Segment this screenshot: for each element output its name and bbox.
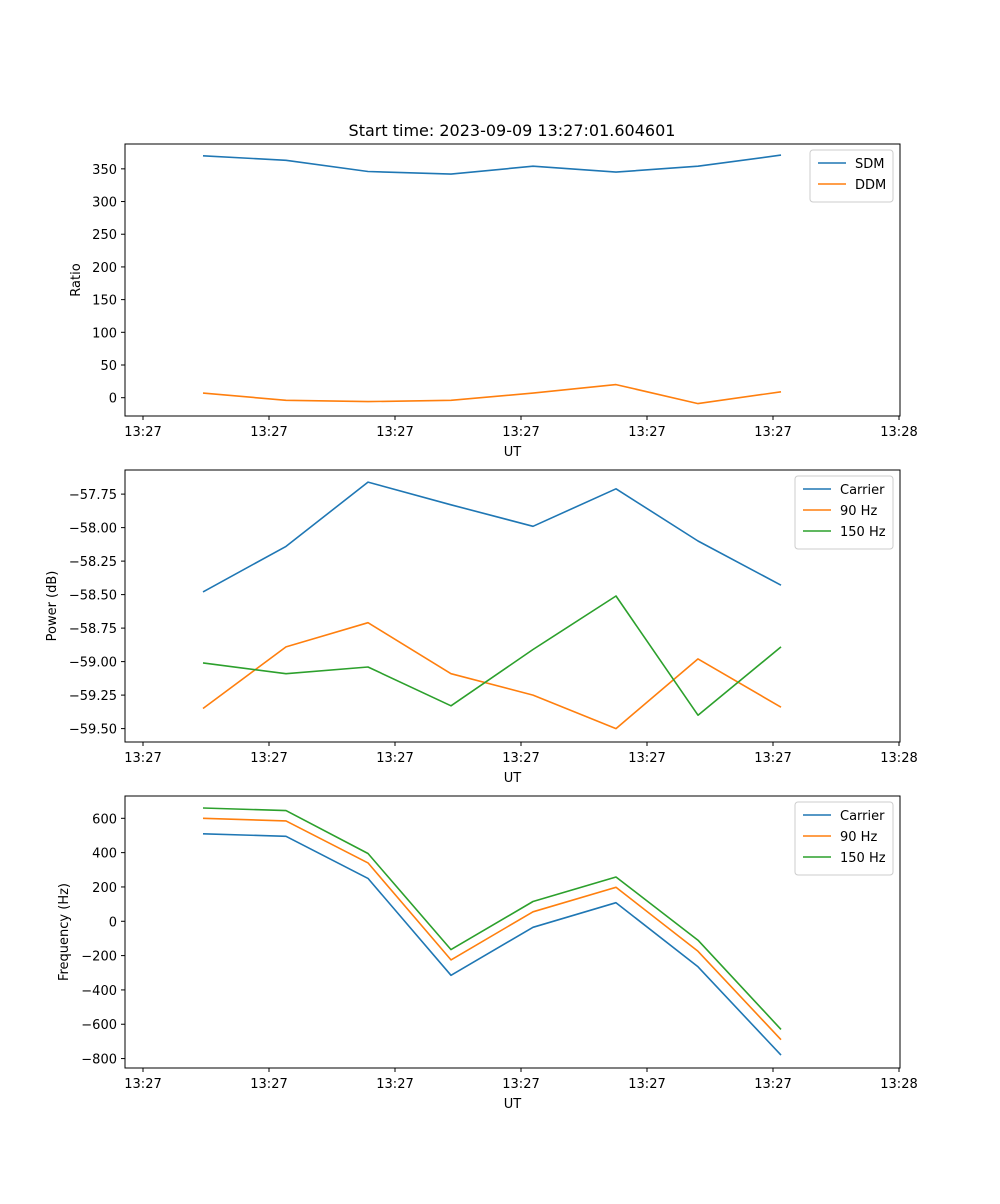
y-tick-label: 200 bbox=[92, 881, 117, 896]
y-tick-label: 400 bbox=[92, 847, 117, 862]
x-tick-label: 13:28 bbox=[880, 1077, 917, 1092]
y-tick-label: 250 bbox=[92, 228, 117, 243]
y-tick-label: −58.75 bbox=[69, 622, 117, 637]
x-tick-label: 13:27 bbox=[502, 751, 539, 766]
x-tick-label: 13:27 bbox=[376, 751, 413, 766]
series-line-carrier bbox=[202, 833, 782, 1056]
y-axis-label: Frequency (Hz) bbox=[57, 883, 72, 981]
legend-label: SDM bbox=[855, 157, 884, 172]
y-tick-label: 0 bbox=[109, 392, 117, 407]
x-tick-label: 13:27 bbox=[628, 1077, 665, 1092]
y-tick-label: 350 bbox=[92, 163, 117, 178]
panel-2: −59.50 −59.25 −59.00 −58.75 −58.50 −58.25 −58.… bbox=[45, 469, 918, 786]
x-tick-label: 13:27 bbox=[124, 425, 161, 440]
y-tick-label: −59.00 bbox=[69, 656, 117, 671]
x-tick-label: 13:28 bbox=[880, 751, 917, 766]
y-tick-label: −57.75 bbox=[69, 488, 117, 503]
x-tick-label: 13:28 bbox=[880, 425, 917, 440]
legend-label: DDM bbox=[855, 178, 886, 193]
y-tick-label: −58.00 bbox=[69, 522, 117, 537]
y-tick-label: −200 bbox=[81, 950, 117, 965]
y-tick-label: −800 bbox=[81, 1053, 117, 1068]
x-tick-label: 13:27 bbox=[124, 751, 161, 766]
y-tick-label: 0 bbox=[109, 915, 117, 930]
panel-3: −800 −600 −400 −200 0 200 400 600 13:27 13:27 13:2… bbox=[57, 795, 918, 1112]
x-tick-label: 13:27 bbox=[376, 425, 413, 440]
series-line-150-hz bbox=[202, 595, 782, 717]
legend: Carrier 90 Hz 150 Hz bbox=[794, 475, 894, 550]
series-line-carrier bbox=[202, 481, 782, 593]
x-tick-label: 13:27 bbox=[250, 1077, 287, 1092]
x-axis-label: UT bbox=[504, 1097, 522, 1112]
panel-1: 0 50 100 150 200 250 300 350 13:27 13:27 13:27 13:2… bbox=[69, 143, 918, 460]
legend: SDM DDM bbox=[809, 149, 894, 203]
x-tick-label: 13:27 bbox=[502, 1077, 539, 1092]
series-line-90-hz bbox=[202, 817, 782, 1041]
legend-label: 90 Hz bbox=[840, 504, 877, 519]
y-tick-label: −59.25 bbox=[69, 689, 117, 704]
x-tick-label: 13:27 bbox=[754, 751, 791, 766]
x-tick-label: 13:27 bbox=[754, 1077, 791, 1092]
series-line-150-hz bbox=[202, 807, 782, 1030]
x-tick-label: 13:27 bbox=[628, 751, 665, 766]
x-tick-label: 13:27 bbox=[250, 751, 287, 766]
legend: Carrier 90 Hz 150 Hz bbox=[794, 801, 894, 876]
y-tick-label: −58.25 bbox=[69, 555, 117, 570]
axes-frame bbox=[124, 795, 901, 1069]
x-tick-label: 13:27 bbox=[754, 425, 791, 440]
x-tick-label: 13:27 bbox=[250, 425, 287, 440]
y-tick-label: 100 bbox=[92, 326, 117, 341]
y-axis-label: Ratio bbox=[69, 263, 84, 296]
series-line-ddm bbox=[202, 383, 782, 405]
y-tick-label: −600 bbox=[81, 1018, 117, 1033]
series-line-sdm bbox=[202, 154, 782, 175]
axes-frame bbox=[124, 143, 901, 417]
legend-label: 90 Hz bbox=[840, 830, 877, 845]
legend-label: Carrier bbox=[840, 809, 885, 824]
x-tick-label: 13:27 bbox=[124, 1077, 161, 1092]
y-tick-label: 50 bbox=[100, 359, 117, 374]
x-tick-label: 13:27 bbox=[376, 1077, 413, 1092]
y-tick-label: 150 bbox=[92, 294, 117, 309]
series-line-90-hz bbox=[202, 621, 782, 730]
x-tick-label: 13:27 bbox=[502, 425, 539, 440]
y-tick-label: −400 bbox=[81, 984, 117, 999]
x-axis-label: UT bbox=[504, 771, 522, 786]
y-tick-label: −58.50 bbox=[69, 589, 117, 604]
axes-frame bbox=[124, 469, 901, 743]
y-tick-label: −59.50 bbox=[69, 723, 117, 738]
legend-label: 150 Hz bbox=[840, 851, 886, 866]
legend-label: 150 Hz bbox=[840, 525, 886, 540]
y-tick-label: 200 bbox=[92, 261, 117, 276]
legend-label: Carrier bbox=[840, 483, 885, 498]
figure-title: Start time: 2023-09-09 13:27:01.604601 bbox=[349, 121, 676, 140]
y-tick-label: 600 bbox=[92, 812, 117, 827]
x-axis-label: UT bbox=[504, 445, 522, 460]
y-tick-label: 300 bbox=[92, 196, 117, 211]
x-tick-label: 13:27 bbox=[628, 425, 665, 440]
y-axis-label: Power (dB) bbox=[45, 571, 60, 642]
